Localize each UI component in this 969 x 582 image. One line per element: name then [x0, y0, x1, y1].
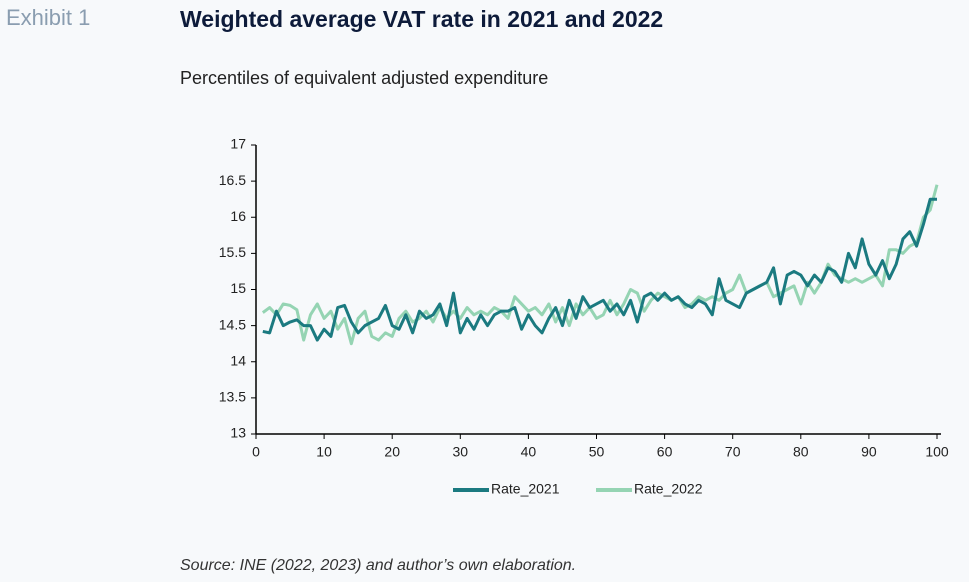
- data-line: [262, 197, 937, 342]
- exhibit-label: Exhibit 1: [6, 5, 90, 30]
- legend-label: Rate_2021: [491, 481, 560, 497]
- x-tick-label: 100: [925, 444, 949, 460]
- x-tick-label: 70: [725, 444, 741, 460]
- x-tick-label: 20: [384, 444, 400, 460]
- x-tick-label: 30: [453, 444, 469, 460]
- x-tick-label: 60: [657, 444, 673, 460]
- x-tick-label: 80: [793, 444, 809, 460]
- y-tick-label: 15.5: [219, 244, 246, 260]
- y-tick-label: 14.5: [219, 316, 246, 332]
- y-tick-label: 13: [230, 425, 246, 441]
- data-line: [261, 184, 939, 346]
- chart-title: Weighted average VAT rate in 2021 and 20…: [180, 6, 663, 32]
- x-tick-label: 50: [589, 444, 605, 460]
- y-tick-label: 15: [230, 280, 246, 296]
- y-tick-label: 14: [230, 352, 246, 368]
- x-tick-label: 90: [861, 444, 877, 460]
- x-tick-label: 40: [521, 444, 537, 460]
- chart-subtitle: Percentiles of equivalent adjusted expen…: [180, 68, 548, 88]
- y-tick-label: 13.5: [219, 389, 246, 405]
- y-tick-label: 16.5: [219, 172, 246, 188]
- y-tick-label: 17: [230, 136, 246, 152]
- x-tick-label: 10: [316, 444, 332, 460]
- source-note: Source: INE (2022, 2023) and author’s ow…: [180, 557, 576, 574]
- x-tick-label: 0: [252, 444, 260, 460]
- y-tick-label: 16: [230, 208, 246, 224]
- legend-label: Rate_2022: [634, 481, 703, 497]
